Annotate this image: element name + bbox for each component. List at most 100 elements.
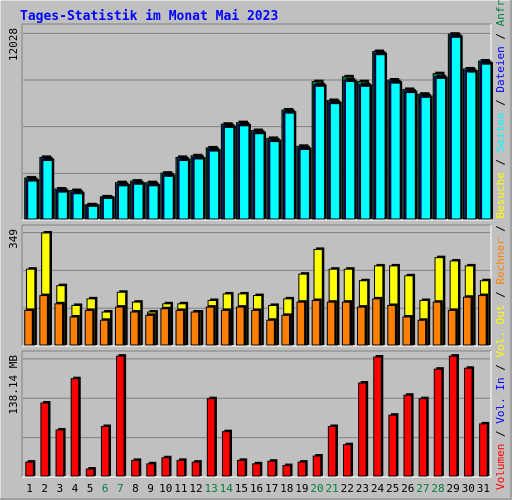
bar-visits-rechner-day-1	[24, 309, 33, 346]
x-tick-label-day: 2	[41, 482, 48, 495]
bar-volume-volumen-day-27	[418, 398, 428, 477]
bar-hits-seiten-day-26	[405, 92, 416, 220]
bar-visits-rechner-day-21	[326, 301, 336, 346]
bar-hits-seiten-day-20	[314, 85, 326, 220]
bar-hits-seiten-day-18	[284, 112, 295, 220]
side-legend: Volumen / Vol. In / Vol. Out / Rechner /…	[494, 0, 507, 490]
bar-visits-rechner-day-26	[402, 316, 412, 346]
x-tick-label-day: 28	[431, 482, 444, 495]
x-tick-label-day: 7	[117, 482, 124, 495]
x-tick-label-day: 29	[447, 482, 460, 495]
side-legend-separator: /	[494, 285, 507, 305]
bar-hits-seiten-day-11	[178, 160, 189, 220]
bar-volume-volumen-day-28	[433, 368, 443, 477]
bar-volume-volumen-day-15	[237, 459, 246, 477]
bar-visits-rechner-day-25	[387, 304, 396, 346]
bar-volume-volumen-day-3	[55, 429, 65, 477]
bar-volume-volumen-day-7	[116, 355, 125, 477]
bar-hits-seiten-day-8	[133, 183, 144, 220]
side-legend-entry: Dateien	[494, 46, 507, 92]
bar-visits-rechner-day-29	[447, 309, 457, 346]
panel-hits: 12028	[7, 23, 493, 221]
bar-volume-volumen-day-29	[448, 355, 458, 477]
side-legend-entry: Vol. In	[494, 377, 507, 423]
bar-visits-rechner-day-31	[478, 295, 487, 346]
bar-visits-rechner-day-14	[220, 309, 230, 346]
bar-visits-rechner-day-5	[84, 309, 94, 346]
bar-volume-volumen-day-17	[267, 460, 276, 477]
bar-volume-volumen-day-13	[206, 398, 216, 477]
bar-visits-rechner-day-9	[145, 314, 154, 346]
x-tick-label-day: 9	[147, 482, 154, 495]
x-tick-label-day: 4	[72, 482, 79, 495]
bar-volume-volumen-day-5	[85, 468, 95, 477]
bar-hits-seiten-day-2	[42, 160, 53, 220]
bar-volume-volumen-day-14	[221, 431, 231, 477]
bar-hits-seiten-day-1	[27, 180, 38, 220]
x-tick-label-day: 12	[189, 482, 202, 495]
bar-volume-volumen-day-23	[358, 382, 367, 477]
bar-visits-rechner-day-10	[160, 308, 169, 346]
x-axis-day-labels: 1 2 3 4 5 6 7 8 9 10 11 12 13 14 15 16 17 18 19 20 21 22 23 24 2…	[26, 482, 490, 495]
panel-volume: 138.14 MB	[7, 350, 492, 478]
bar-visits-rechner-day-23	[357, 306, 366, 346]
bar-volume-volumen-day-6	[100, 425, 110, 477]
bar-hits-seiten-day-22	[344, 81, 356, 220]
bar-hits-seiten-day-13	[208, 150, 220, 220]
panel-visits-ymax-label: 349	[7, 229, 20, 249]
x-tick-label-day: 26	[401, 482, 414, 495]
bar-visits-rechner-day-27	[417, 319, 427, 346]
bar-volume-volumen-day-20	[312, 455, 322, 477]
side-legend-entry: Volumen	[494, 444, 507, 490]
bar-volume-volumen-day-24	[373, 356, 382, 477]
bar-hits-seiten-day-28	[435, 77, 447, 220]
bar-hits-seiten-day-24	[375, 54, 386, 220]
bar-volume-volumen-day-19	[297, 461, 307, 477]
bar-visits-rechner-day-11	[175, 309, 185, 346]
side-legend-separator: /	[494, 26, 507, 46]
bar-volume-volumen-day-8	[131, 459, 140, 477]
side-legend-text: Volumen / Vol. In / Vol. Out / Rechner /…	[494, 0, 507, 490]
bar-hits-seiten-day-17	[269, 141, 280, 220]
bar-visits-rechner-day-18	[281, 314, 290, 346]
bar-visits-rechner-day-28	[432, 301, 442, 346]
bar-hits-seiten-day-25	[390, 82, 401, 220]
bar-volume-volumen-day-31	[479, 423, 488, 477]
bar-visits-rechner-day-3	[54, 303, 64, 346]
x-tick-label-day: 6	[102, 482, 109, 495]
side-legend-entry: Rechner	[494, 238, 507, 285]
x-tick-label-day: 25	[386, 482, 399, 495]
bar-hits-seiten-day-3	[57, 191, 68, 220]
bar-hits-seiten-day-4	[72, 193, 83, 220]
x-tick-label-day: 14	[220, 482, 234, 495]
bar-visits-rechner-day-12	[190, 311, 200, 346]
chart-panels: 12028 349 138.14 MB	[7, 23, 493, 478]
bar-volume-volumen-day-21	[327, 425, 337, 477]
bar-volume-volumen-day-12	[191, 461, 201, 477]
bar-volume-volumen-day-16	[252, 463, 261, 477]
bar-hits-seiten-day-21	[329, 103, 341, 220]
bar-hits-seiten-day-16	[254, 133, 265, 220]
bar-hits-seiten-day-19	[299, 148, 310, 220]
bar-volume-volumen-day-18	[282, 465, 292, 477]
x-tick-label-day: 19	[295, 482, 308, 495]
bar-hits-seiten-day-29	[450, 36, 462, 220]
bar-visits-rechner-day-20	[311, 300, 321, 346]
x-tick-label-day: 23	[356, 482, 369, 495]
panel-hits-ymax-label: 12028	[7, 28, 20, 61]
bar-hits-seiten-day-23	[360, 85, 371, 220]
side-legend-entry: Seiten	[494, 112, 507, 152]
side-legend-separator: /	[494, 218, 507, 238]
bar-visits-rechner-day-19	[296, 301, 306, 346]
bar-volume-volumen-day-30	[464, 367, 473, 477]
x-tick-label-day: 21	[326, 482, 339, 495]
panel-volume-ymax-label: 138.14 MB	[7, 355, 20, 415]
bar-hits-seiten-day-15	[239, 125, 250, 220]
x-tick-label-day: 5	[87, 482, 94, 495]
bar-volume-volumen-day-11	[176, 459, 186, 477]
bar-hits-seiten-day-7	[117, 185, 129, 220]
chart-title: Tages-Statistik im Monat Mai 2023	[20, 9, 278, 24]
bar-volume-volumen-day-9	[146, 463, 155, 477]
